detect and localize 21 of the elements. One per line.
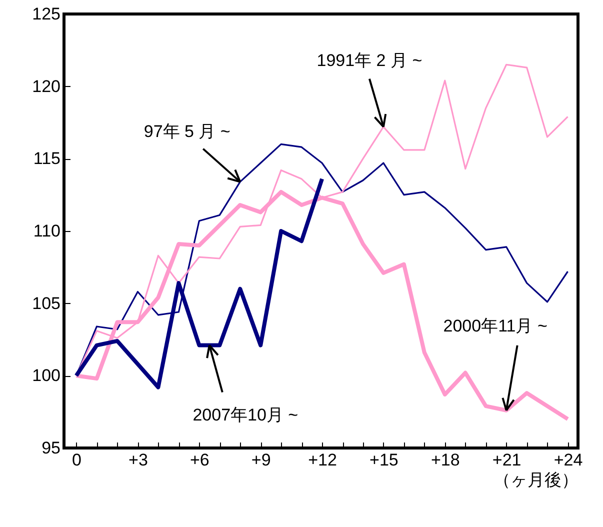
x-tick-label: 0 bbox=[72, 450, 82, 470]
x-tick-label: +9 bbox=[251, 450, 271, 470]
y-tick-label: 110 bbox=[33, 222, 60, 240]
y-tick-label: 105 bbox=[32, 294, 60, 313]
x-axis-title: （ヶ月後） bbox=[494, 470, 578, 490]
x-tick-label: +3 bbox=[128, 450, 148, 470]
y-tick-label: 115 bbox=[33, 149, 60, 168]
y-tick-label: 95 bbox=[42, 438, 60, 458]
x-tick-label: +24 bbox=[554, 450, 583, 470]
y-tick-label: 120 bbox=[32, 76, 60, 96]
annotation: 2007年10月 ~ bbox=[192, 405, 298, 424]
annotation: 97年 5 月 ~ bbox=[144, 122, 230, 141]
x-tick-label: +21 bbox=[492, 450, 522, 470]
x-tick-label: +18 bbox=[430, 450, 460, 470]
x-tick-label: +6 bbox=[190, 450, 210, 470]
x-tick-label: +12 bbox=[308, 450, 337, 470]
annotation: 1991年 2 月 ~ bbox=[316, 50, 422, 70]
y-tick-label: 100 bbox=[32, 366, 60, 386]
y-tick-label: 125 bbox=[32, 4, 60, 24]
annotation: 2000年11月 ~ bbox=[443, 316, 548, 336]
x-tick-label: +15 bbox=[370, 450, 398, 470]
